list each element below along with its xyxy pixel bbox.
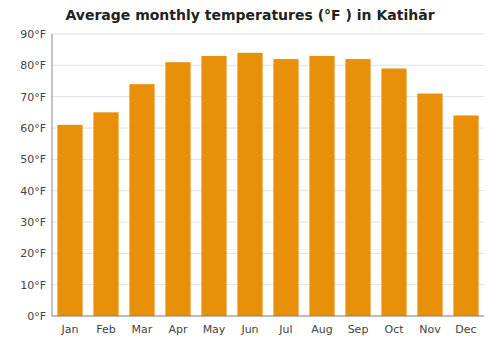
- page: {"chart_data": {"type": "bar", "title": …: [0, 0, 500, 350]
- x-tick-label: Nov: [419, 323, 441, 336]
- grid-line: [52, 34, 484, 35]
- x-tick-label: May: [203, 323, 226, 336]
- bar: [417, 94, 442, 316]
- grid-line: [52, 316, 484, 317]
- bar: [201, 56, 226, 316]
- bar: [345, 59, 370, 316]
- y-axis-line: [52, 34, 53, 316]
- x-tick-label: Dec: [455, 323, 476, 336]
- x-tick-label: Oct: [384, 323, 404, 336]
- bar: [129, 84, 154, 316]
- y-tick-label: 0°F: [27, 310, 46, 323]
- x-tick-label: Jan: [61, 323, 79, 336]
- y-tick-label: 30°F: [20, 216, 46, 229]
- x-axis-line: [52, 316, 484, 317]
- x-tick-label: Apr: [168, 323, 188, 336]
- y-tick-label: 10°F: [20, 279, 46, 292]
- chart-container: Average monthly temperatures (°F ) in Ka…: [0, 0, 500, 350]
- x-tick-label: Mar: [132, 323, 153, 336]
- x-tick-label: Feb: [96, 323, 115, 336]
- y-tick-label: 20°F: [20, 247, 46, 260]
- bar: [93, 112, 118, 316]
- x-tick-label: Jul: [278, 323, 292, 336]
- chart-svg: Average monthly temperatures (°F ) in Ka…: [0, 0, 500, 350]
- x-tick-label: Aug: [311, 323, 332, 336]
- x-tick-label: Sep: [348, 323, 369, 336]
- y-tick-label: 60°F: [20, 122, 46, 135]
- bar: [273, 59, 298, 316]
- y-tick-label: 90°F: [20, 28, 46, 41]
- bar: [57, 125, 82, 316]
- grid-line: [52, 65, 484, 66]
- title: Average monthly temperatures (°F ) in Ka…: [65, 7, 434, 23]
- bar: [453, 115, 478, 316]
- grid: [52, 34, 484, 316]
- bar: [165, 62, 190, 316]
- y-tick-label: 40°F: [20, 185, 46, 198]
- y-tick-label: 50°F: [20, 153, 46, 166]
- y-tick-label: 80°F: [20, 59, 46, 72]
- bar: [309, 56, 334, 316]
- y-tick-label: 70°F: [20, 91, 46, 104]
- bar: [237, 53, 262, 316]
- bars: [57, 53, 478, 316]
- bar: [381, 68, 406, 316]
- x-tick-label: Jun: [240, 323, 258, 336]
